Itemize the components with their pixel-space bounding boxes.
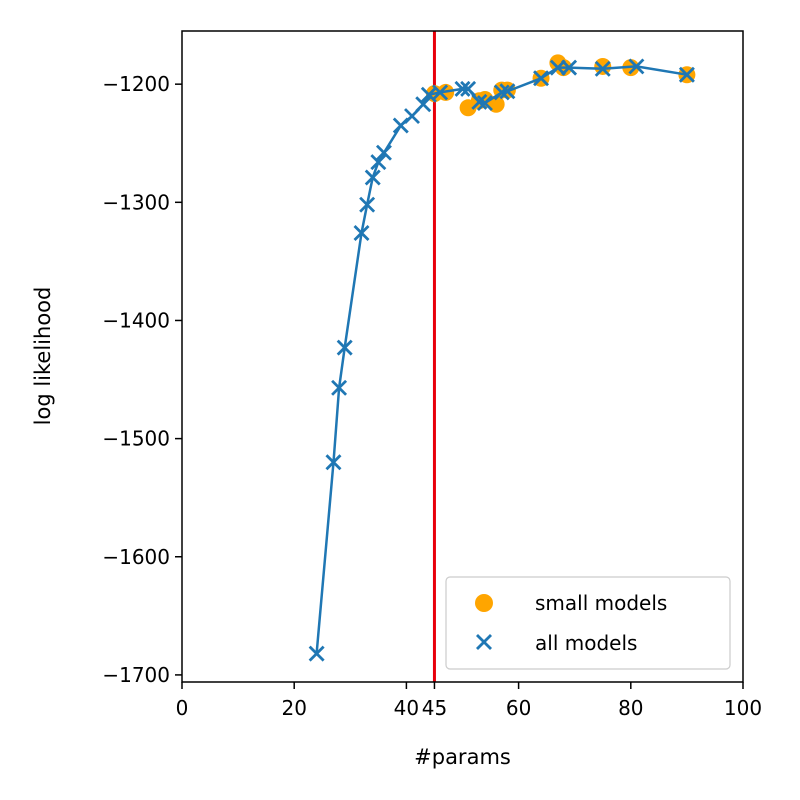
x-tick-label: 0: [176, 696, 189, 720]
all-model-point: [561, 59, 578, 76]
x-tick-label: 60: [506, 696, 531, 720]
small-model-point: [594, 57, 612, 75]
all-model-point: [375, 144, 392, 161]
x-tick-label: 20: [281, 696, 306, 720]
all-model-point: [325, 454, 342, 471]
y-tick-label: −1400: [102, 308, 170, 332]
y-tick-label: −1300: [102, 190, 170, 214]
chart-marks: [308, 31, 696, 682]
plot-frame: [181, 30, 744, 683]
plot-area: [182, 31, 743, 682]
all-model-point: [628, 58, 645, 75]
all-model-point: [370, 154, 387, 171]
x-axis: 0 20 40 45 60 80 100: [176, 682, 762, 720]
all-model-point: [476, 95, 493, 112]
all-model-point: [432, 84, 449, 101]
y-tick-label: −1700: [102, 663, 170, 687]
all-model-point: [415, 96, 432, 113]
all-model-point: [308, 645, 325, 662]
legend-label-small-models: small models: [535, 591, 667, 615]
legend-marker-small-models: [475, 594, 493, 612]
legend: small models all models: [445, 576, 731, 670]
all-model-point: [353, 225, 370, 242]
all-model-point: [471, 93, 488, 110]
all-model-point: [331, 379, 348, 396]
all-model-point: [454, 80, 471, 97]
x-tick-label: 45: [422, 696, 447, 720]
legend-marker-all-models: [476, 634, 492, 650]
legend-label-all-models: all models: [535, 631, 637, 655]
all-model-point: [533, 70, 550, 87]
all-model-point: [678, 66, 695, 83]
all-model-point: [493, 84, 510, 101]
all-model-point: [359, 196, 376, 213]
y-tick-label: −1600: [102, 545, 170, 569]
all-model-point: [364, 169, 381, 186]
all-model-point: [499, 83, 516, 100]
x-tick-label: 80: [618, 696, 643, 720]
y-axis: −1700 −1600 −1500 −1400 −1300 −1200: [102, 72, 182, 687]
y-tick-label: −1500: [102, 427, 170, 451]
legend-box: [445, 576, 731, 670]
all-model-point: [460, 80, 477, 97]
all-model-point: [336, 339, 353, 356]
y-tick-label: −1200: [102, 72, 170, 96]
x-tick-label: 40: [394, 696, 419, 720]
x-tick-label: 100: [724, 696, 762, 720]
all-model-point: [594, 60, 611, 77]
y-axis-label: log likelihood: [31, 287, 55, 426]
x-axis-label: #params: [414, 745, 511, 769]
